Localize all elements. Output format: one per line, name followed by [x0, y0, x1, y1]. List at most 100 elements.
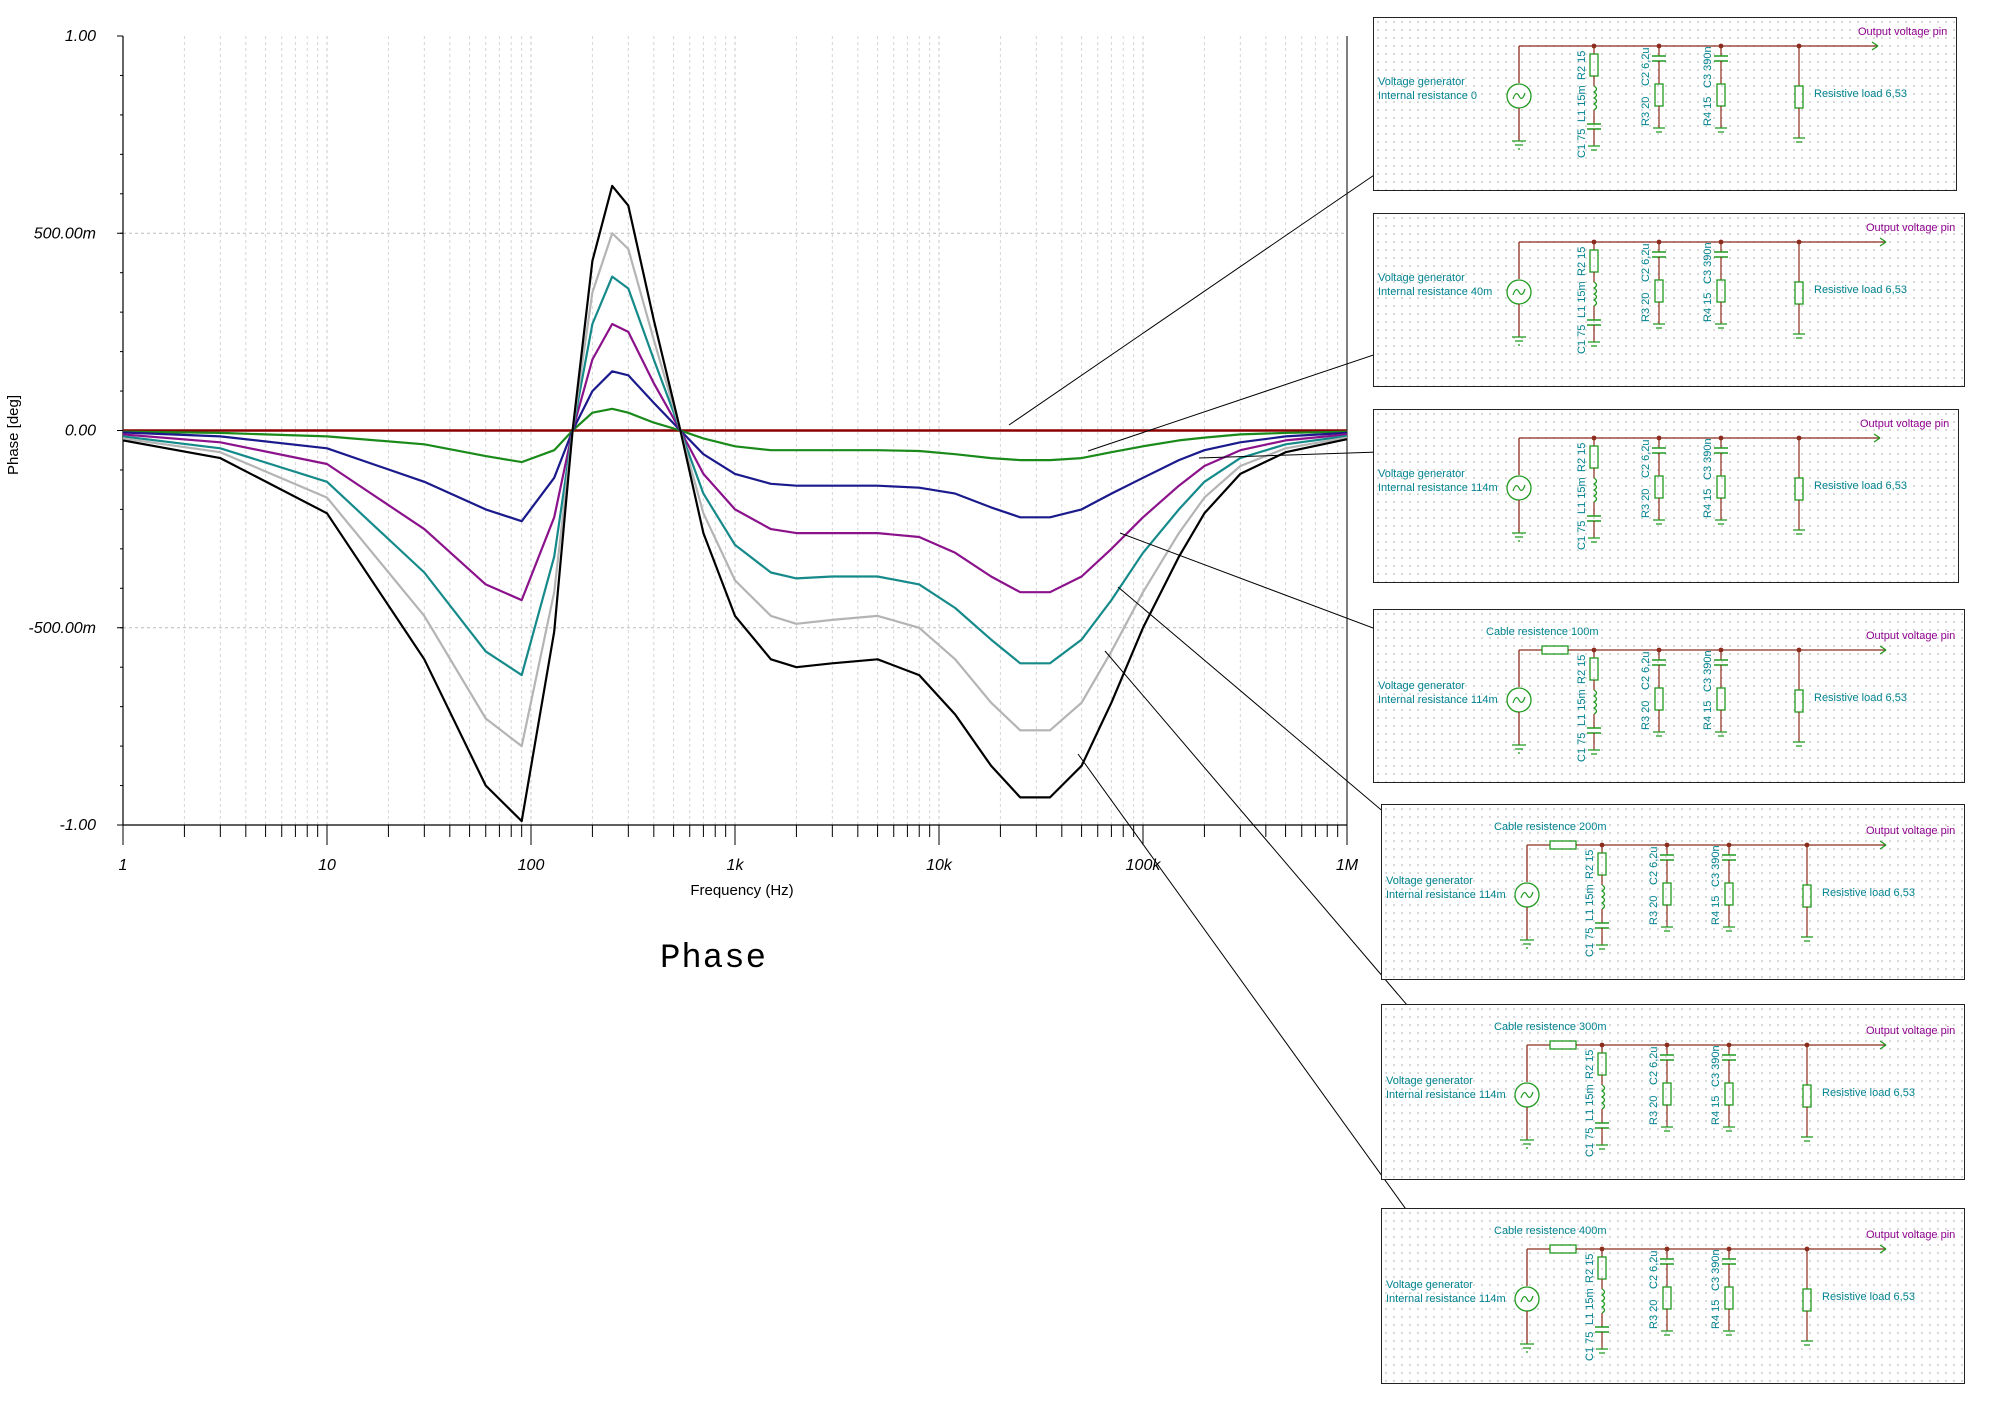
l1-label: L1 15m [1576, 281, 1588, 318]
generator-label: Voltage generator [1378, 272, 1465, 284]
l1-label: L1 15m [1576, 85, 1588, 122]
y-tick-label: 0.00 [65, 423, 96, 440]
circuit-panel-4: Voltage generator Internal resistance 114… [1381, 804, 1965, 980]
output-pin [1879, 645, 1887, 655]
internal-resistance-label: Internal resistance 114m [1386, 1089, 1506, 1101]
c3-label: C3 390n [1702, 650, 1714, 692]
x-tick-label: 1M [1336, 857, 1359, 874]
output-pin [1879, 1244, 1887, 1254]
r2-label: R2 15 [1584, 1253, 1596, 1283]
x-tick-label: 100 [518, 857, 545, 874]
output-pin-label: Output voltage pin [1860, 418, 1950, 430]
internal-resistance-label: Internal resistance 114m [1378, 482, 1498, 494]
cable-resistor [1549, 1040, 1577, 1050]
internal-resistance-label: Internal resistance 114m [1378, 694, 1498, 706]
load-label: Resistive load 6,53 [1814, 88, 1907, 100]
generator-label: Voltage generator [1386, 1279, 1473, 1291]
cable-resistance-label: Cable resistence 200m [1494, 821, 1607, 833]
series-line-4 [122, 275, 1348, 677]
series-line-6 [122, 184, 1348, 823]
phase-caption: Phase [660, 940, 768, 978]
output-pin [1879, 840, 1887, 850]
r3-label: R3 20 [1640, 96, 1652, 126]
load-label: Resistive load 6,53 [1814, 284, 1907, 296]
schematic [1514, 1244, 1887, 1354]
r4-label: R4 15 [1702, 292, 1714, 322]
output-pin-label: Output voltage pin [1866, 630, 1956, 642]
y-tick-label: 1.00 [65, 28, 96, 45]
c2-label: C2 6,2u [1648, 1250, 1660, 1289]
circuit-panel-0: Voltage generator Internal resistance 0 Ou… [1373, 17, 1957, 191]
circuit-panel-2: Voltage generator Internal resistance 114… [1373, 409, 1959, 583]
y-tick-label: 500.00m [34, 225, 96, 242]
circuit-panel-5: Voltage generator Internal resistance 114… [1381, 1004, 1965, 1180]
circuit-panel-1: Voltage generator Internal resistance 40m… [1373, 213, 1965, 387]
c3-label: C3 390n [1710, 1045, 1722, 1087]
series-line-3 [122, 322, 1348, 602]
c3-label: C3 390n [1702, 438, 1714, 480]
cable-resistor [1549, 840, 1577, 850]
r4-label: R4 15 [1710, 895, 1722, 925]
c2-label: C2 6,2u [1640, 651, 1652, 690]
leader-line-5 [1104, 650, 1443, 1047]
l1-label: L1 15m [1584, 1288, 1596, 1325]
y-tick-label: -1.00 [60, 817, 97, 834]
load-label: Resistive load 6,53 [1822, 887, 1915, 899]
c2-label: C2 6,2u [1640, 47, 1652, 86]
c2-label: C2 6,2u [1648, 1046, 1660, 1085]
output-pin [1871, 41, 1879, 51]
r3-label: R3 20 [1640, 488, 1652, 518]
r3-label: R3 20 [1648, 1299, 1660, 1329]
c1-label: C1 75 [1584, 1127, 1596, 1157]
output-pin-label: Output voltage pin [1866, 1229, 1956, 1241]
x-tick-label: 100k [1126, 857, 1162, 874]
r2-label: R2 15 [1576, 246, 1588, 276]
load-label: Resistive load 6,53 [1814, 480, 1907, 492]
r4-label: R4 15 [1710, 1299, 1722, 1329]
r2-label: R2 15 [1576, 50, 1588, 80]
x-tick-label: 1k [727, 857, 745, 874]
schematic [1506, 645, 1887, 755]
c1-label: C1 75 [1584, 1331, 1596, 1361]
schematic [1514, 1040, 1887, 1150]
r2-label: R2 15 [1584, 1049, 1596, 1079]
c1-label: C1 75 [1576, 324, 1588, 354]
c2-label: C2 6,2u [1640, 439, 1652, 478]
output-pin-label: Output voltage pin [1866, 825, 1956, 837]
x-tick-label: 10 [318, 857, 336, 874]
schematic [1514, 840, 1887, 950]
l1-label: L1 15m [1584, 1084, 1596, 1121]
y-tick-label: -500.00m [28, 620, 96, 637]
output-pin [1873, 433, 1881, 443]
c3-label: C3 390n [1702, 46, 1714, 88]
schematic [1506, 237, 1887, 347]
generator-label: Voltage generator [1378, 76, 1465, 88]
output-pin-label: Output voltage pin [1858, 26, 1948, 38]
r3-label: R3 20 [1640, 700, 1652, 730]
internal-resistance-label: Internal resistance 40m [1378, 286, 1493, 298]
r4-label: R4 15 [1702, 96, 1714, 126]
load-label: Resistive load 6,53 [1822, 1087, 1915, 1099]
series-line-1 [122, 407, 1348, 464]
c2-label: C2 6,2u [1640, 243, 1652, 282]
r2-label: R2 15 [1576, 654, 1588, 684]
c3-label: C3 390n [1710, 1249, 1722, 1291]
x-axis-label: Frequency (Hz) [690, 882, 793, 899]
output-pin [1879, 1040, 1887, 1050]
internal-resistance-label: Internal resistance 114m [1386, 889, 1506, 901]
leader-line-0 [1008, 144, 1419, 426]
leader-line-4 [1117, 586, 1426, 848]
x-tick-label: 10k [926, 857, 953, 874]
series-line-5 [122, 232, 1348, 748]
cable-resistance-label: Cable resistence 300m [1494, 1021, 1607, 1033]
c1-label: C1 75 [1576, 520, 1588, 550]
c3-label: C3 390n [1702, 242, 1714, 284]
c1-label: C1 75 [1584, 927, 1596, 957]
c2-label: C2 6,2u [1648, 846, 1660, 885]
output-pin [1879, 237, 1887, 247]
chart-series [122, 184, 1348, 823]
r2-label: R2 15 [1584, 849, 1596, 879]
series-line-2 [122, 370, 1348, 523]
x-tick-label: 1 [119, 857, 128, 874]
